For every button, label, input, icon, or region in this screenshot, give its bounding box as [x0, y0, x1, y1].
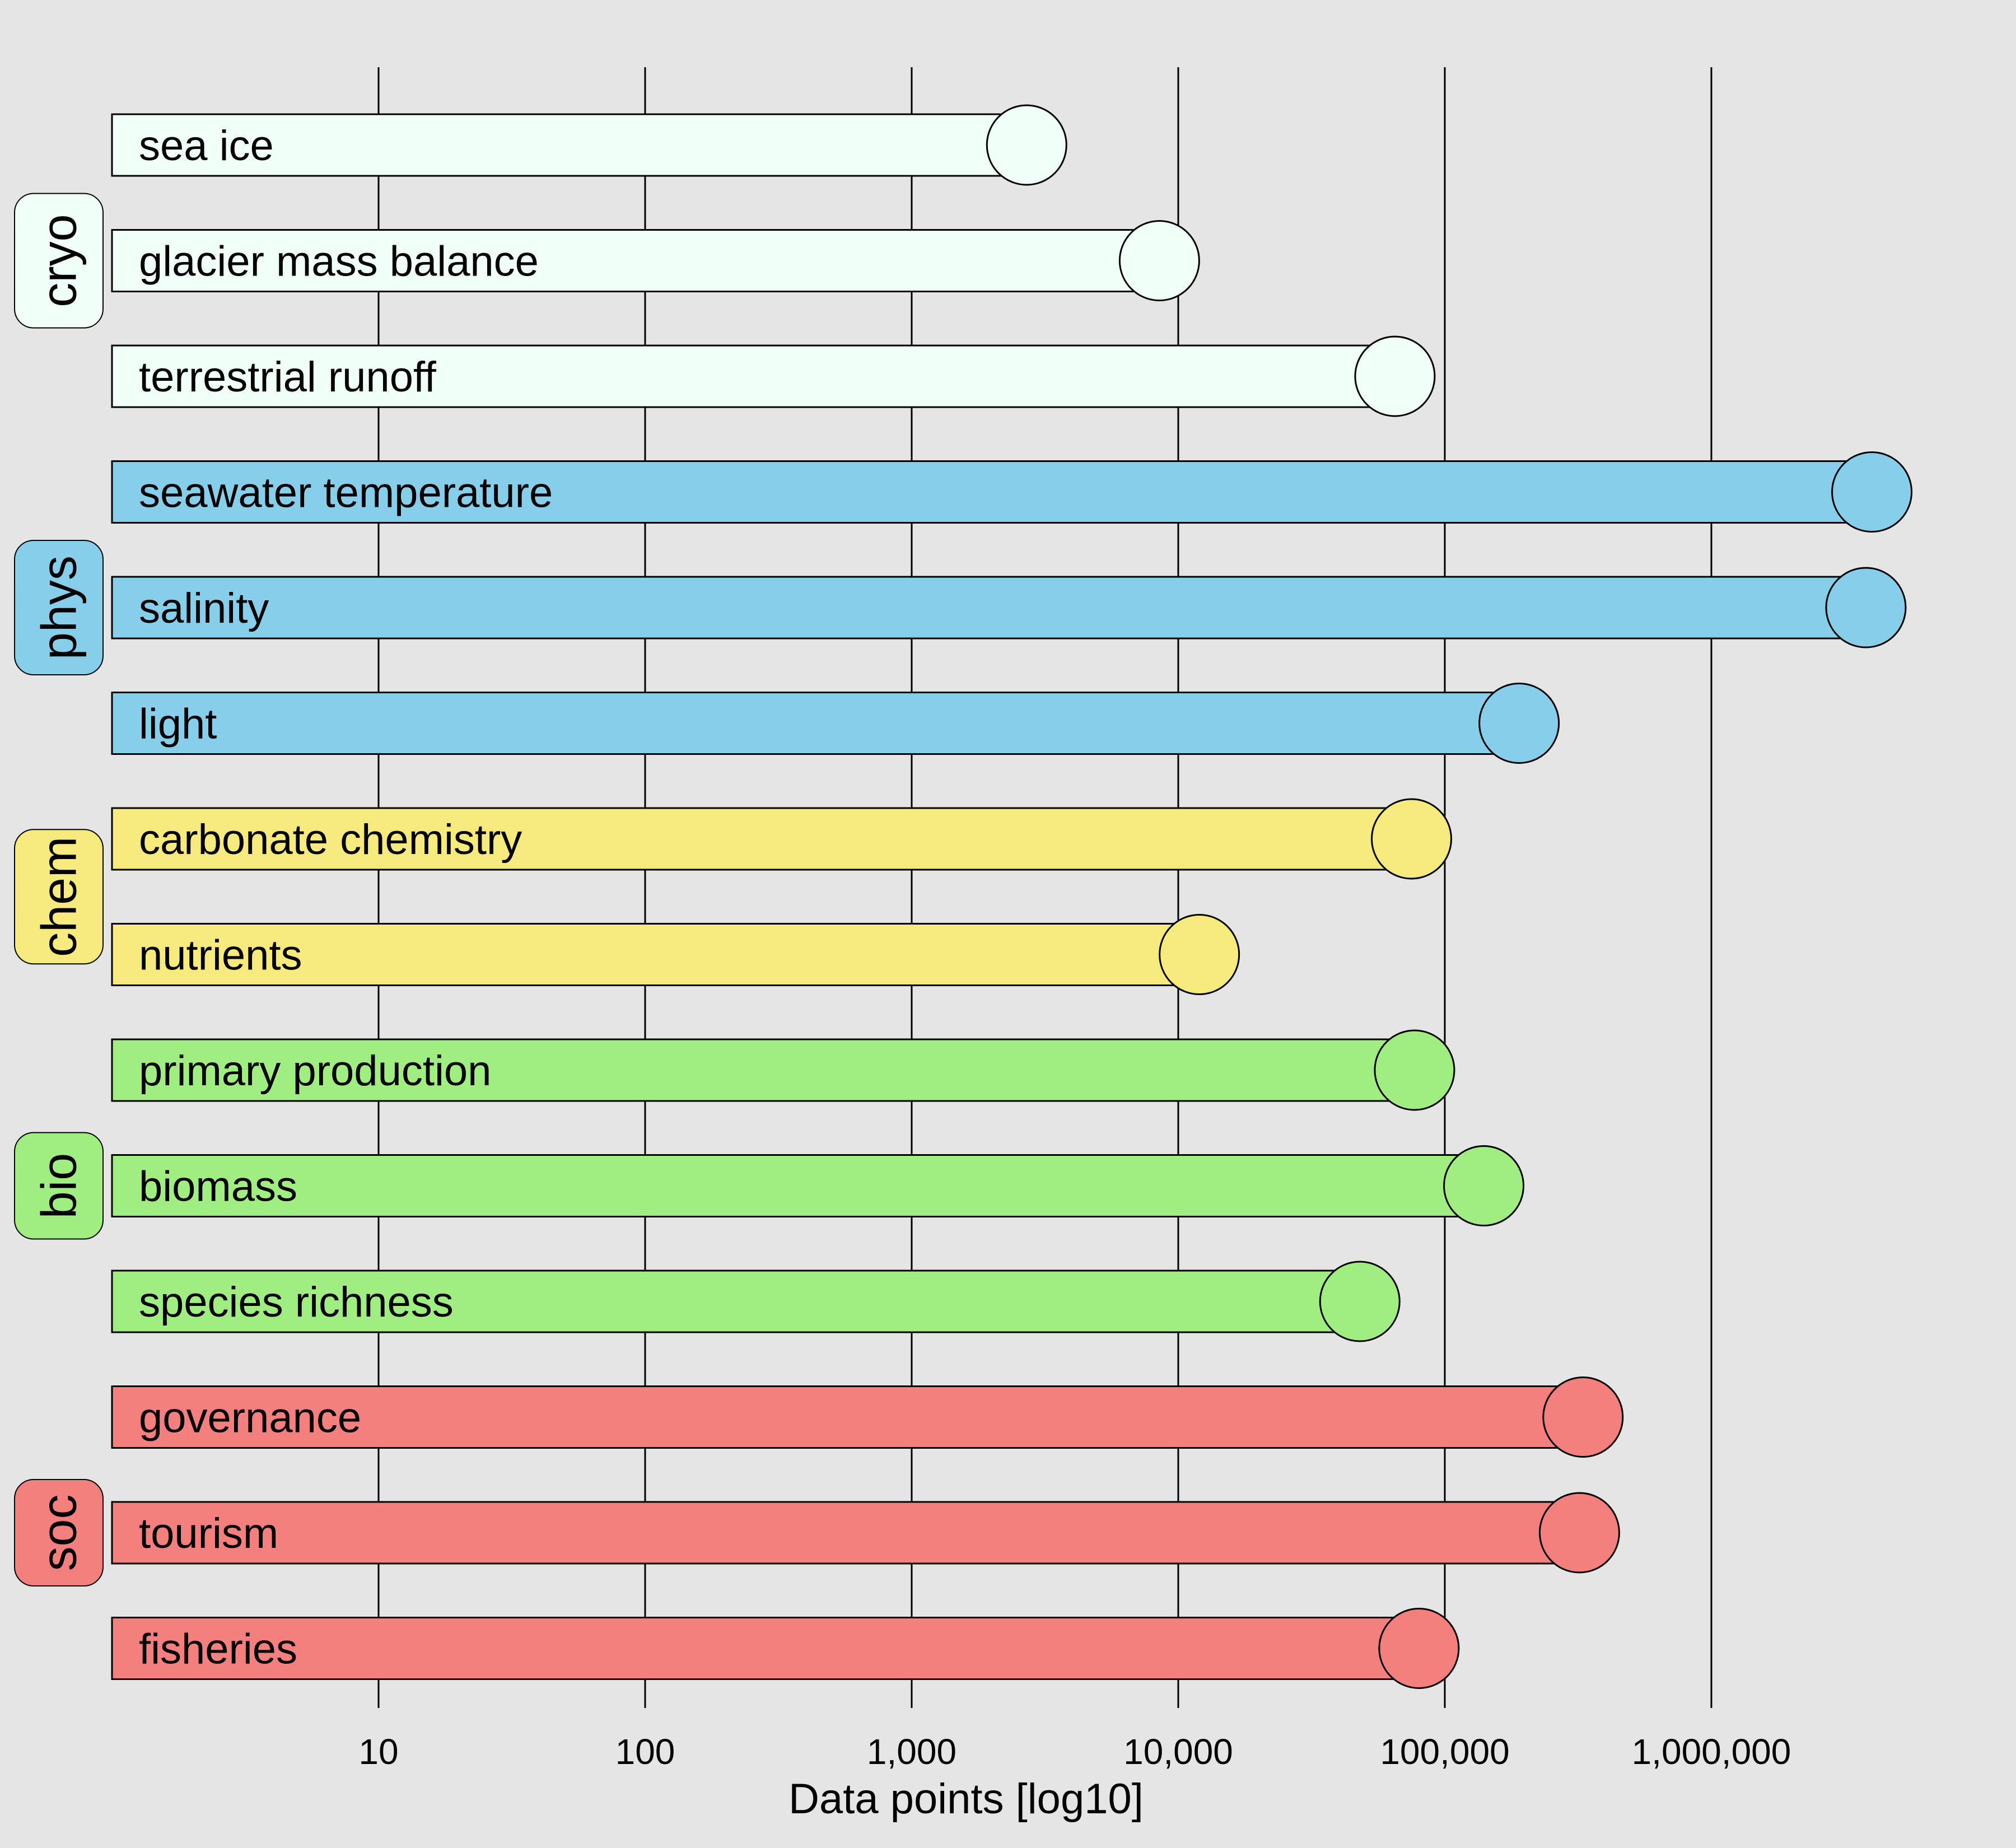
bar-label: species richness	[139, 1278, 454, 1326]
group-label-text: soc	[31, 1495, 87, 1571]
bar-label: seawater temperature	[139, 469, 553, 517]
bar-rect	[111, 1501, 1580, 1565]
bar: light	[111, 683, 1560, 764]
x-tick-label: 100,000	[1380, 1732, 1509, 1772]
x-axis-title: Data points [log10]	[788, 1775, 1144, 1823]
bar-end-marker	[986, 104, 1067, 186]
bar-label: glacier mass balance	[139, 238, 539, 286]
group-label-text: cryo	[31, 214, 87, 307]
bar-end-marker	[1118, 220, 1200, 301]
x-tick-label: 1,000	[867, 1732, 956, 1772]
bar: seawater temperature	[111, 451, 1913, 533]
bar: glacier mass balance	[111, 220, 1200, 301]
bar-end-marker	[1478, 683, 1560, 764]
bar: tourism	[111, 1492, 1620, 1574]
bar-end-marker	[1825, 567, 1907, 648]
bar-label: terrestrial runoff	[139, 353, 437, 401]
bar-rect	[111, 1154, 1485, 1217]
bar-label: tourism	[139, 1510, 278, 1557]
bar-end-marker	[1538, 1492, 1620, 1574]
group-label-cryo: cryo	[14, 193, 104, 329]
x-tick-label: 10	[358, 1732, 398, 1772]
group-label-box	[14, 1132, 104, 1240]
bar-label: governance	[139, 1394, 361, 1442]
bar-rect	[111, 1617, 1420, 1680]
bar-end-marker	[1378, 1608, 1460, 1689]
bar-rect	[111, 576, 1867, 640]
group-label-chem: chem	[14, 829, 104, 965]
bar-end-marker	[1374, 1029, 1455, 1111]
bars-layer: sea ice glacier mass balance terrestrial r…	[111, 104, 1913, 1689]
bar-label: sea ice	[139, 122, 274, 170]
x-axis: 10 100 1,000 10,000 100,000 1,000,000	[358, 1732, 1791, 1772]
bar-end-marker	[1831, 451, 1913, 533]
bar-rect	[111, 692, 1520, 755]
group-label-text: bio	[31, 1153, 87, 1219]
bar-label: light	[139, 701, 217, 748]
bar: biomass	[111, 1145, 1525, 1226]
bar-label: salinity	[139, 585, 269, 632]
bar: nutrients	[111, 914, 1240, 995]
group-label-text: phys	[31, 556, 87, 660]
bar-label: primary production	[139, 1047, 491, 1095]
group-label-bio: bio	[14, 1132, 104, 1240]
group-labels: cryo phys chem bio soc	[14, 193, 104, 1586]
bar-label: biomass	[139, 1163, 297, 1211]
bar-end-marker	[1443, 1145, 1525, 1226]
bar: fisheries	[111, 1608, 1460, 1689]
group-label-box	[14, 540, 104, 675]
bar-end-marker	[1159, 914, 1240, 995]
bar-label: carbonate chemistry	[139, 816, 522, 864]
x-tick-label: 100	[615, 1732, 675, 1772]
grid-lines	[377, 67, 1712, 1708]
bar: primary production	[111, 1029, 1455, 1111]
bar: terrestrial runoff	[111, 335, 1436, 417]
x-tick-label: 10,000	[1123, 1732, 1233, 1772]
bar-end-marker	[1319, 1261, 1401, 1342]
bar-end-marker	[1354, 335, 1436, 417]
group-label-box	[14, 1479, 104, 1586]
bar: carbonate chemistry	[111, 798, 1453, 880]
bar: governance	[111, 1376, 1624, 1458]
bar-label: nutrients	[139, 932, 302, 979]
bar-end-marker	[1542, 1376, 1624, 1458]
group-label-box	[14, 829, 104, 965]
group-label-text: chem	[31, 837, 87, 957]
group-label-box	[14, 193, 104, 329]
x-tick-label: 1,000,000	[1632, 1732, 1791, 1772]
bar: salinity	[111, 567, 1907, 648]
bar: species richness	[111, 1261, 1401, 1342]
bar: sea ice	[111, 104, 1067, 186]
group-label-phys: phys	[14, 540, 104, 675]
bar-label: fisheries	[139, 1626, 297, 1673]
bar-end-marker	[1371, 798, 1453, 880]
group-label-soc: soc	[14, 1479, 104, 1586]
